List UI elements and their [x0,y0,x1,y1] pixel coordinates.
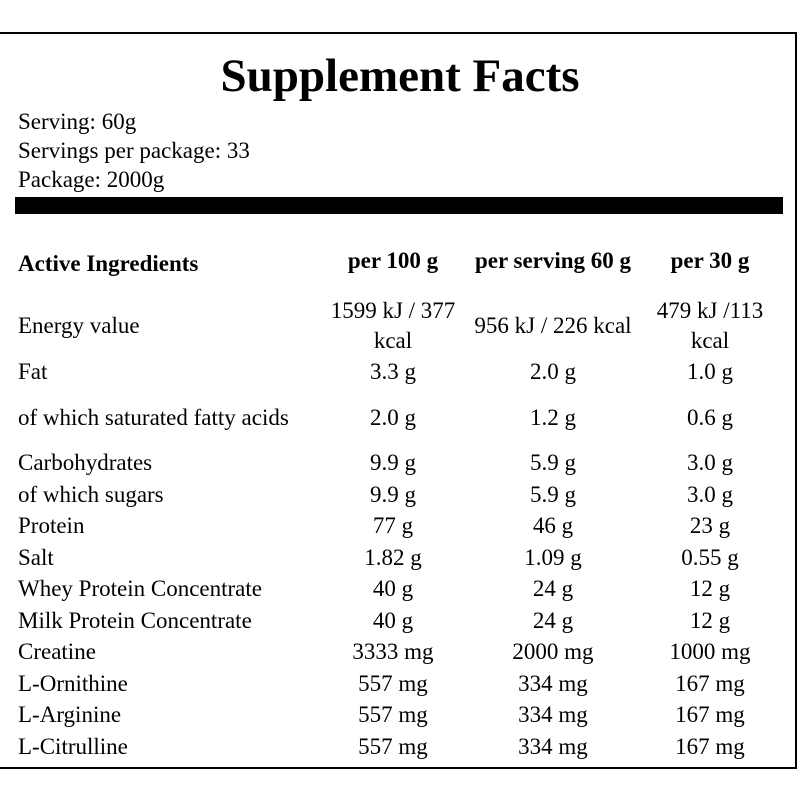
value-per-30g: 1000 mg [669,639,751,665]
table-header-row: Active Ingredients per 100 g per serving… [18,226,782,296]
value-per-serving: 334 mg [518,733,588,759]
value-per-100g: 557 mg [358,670,428,696]
value-per-serving: 24 g [532,576,574,602]
table-row: Energy value 1599 kJ / 377 kcal 956 kJ /… [18,296,782,356]
value-per-30g: 0.6 g [687,404,733,430]
ingredient-name: of which saturated fatty acids [18,404,289,430]
ingredient-name: Carbohydrates [18,450,153,476]
table-row: Fat 3.3 g 2.0 g 1.0 g [18,356,782,388]
value-per-100g: 2.0 g [370,404,416,430]
table-row: Carbohydrates 9.9 g 5.9 g 3.0 g [18,448,782,480]
value-per-serving: 1.2 g [530,404,576,430]
value-per-100g: 9.9 g [370,450,416,476]
column-header-per-100g: per 100 g [347,248,439,273]
ingredient-name: L-Ornithine [18,670,128,696]
table-row: L-Arginine 557 mg 334 mg 167 mg [18,700,782,732]
table-row: of which saturated fatty acids 2.0 g 1.2… [18,388,782,448]
value-per-100g: 557 mg [358,702,428,728]
separator-bar [15,197,783,214]
ingredient-name: L-Citrulline [18,733,128,759]
table-row: Creatine 3333 mg 2000 mg 1000 mg [18,637,782,669]
value-per-100g: 77 g [372,513,414,539]
ingredient-name: Creatine [18,639,96,665]
column-header-ingredient: Active Ingredients [18,251,199,276]
value-per-30g: 3.0 g [687,481,733,507]
label-title: Supplement Facts [220,50,580,102]
nutrition-table: Active Ingredients per 100 g per serving… [18,226,782,763]
value-per-100g: 557 mg [358,733,428,759]
ingredient-name: L-Arginine [18,702,122,728]
table-row: Salt 1.82 g 1.09 g 0.55 g [18,542,782,574]
table-row: Whey Protein Concentrate 40 g 24 g 12 g [18,574,782,606]
value-per-serving: 956 kJ / 226 kcal [474,313,632,338]
column-header-per-serving: per serving 60 g [474,248,632,273]
package-size: Package: 2000g [18,167,165,192]
value-per-30g: 1.0 g [687,358,733,384]
value-per-serving: 334 mg [518,702,588,728]
ingredient-name: Salt [18,544,54,570]
value-per-100g: 1.82 g [364,544,422,570]
value-per-serving: 1.09 g [524,544,582,570]
ingredient-name: Energy value [18,313,140,338]
value-per-serving: 5.9 g [530,450,576,476]
table-row: Milk Protein Concentrate 40 g 24 g 12 g [18,605,782,637]
value-per-30g: 12 g [689,607,731,633]
table-row: of which sugars 9.9 g 5.9 g 3.0 g [18,479,782,511]
value-per-100g: 3.3 g [370,358,416,384]
ingredient-name: of which sugars [18,481,164,507]
value-per-100g: 40 g [372,576,414,602]
value-per-serving: 46 g [532,513,574,539]
value-per-serving: 24 g [532,607,574,633]
value-per-30g: 167 mg [675,702,745,728]
value-per-100g: 1599 kJ / 377 kcal [330,298,456,353]
value-per-serving: 2000 mg [512,639,594,665]
value-per-30g: 12 g [689,576,731,602]
ingredient-name: Fat [18,358,48,384]
ingredient-name: Protein [18,513,85,539]
value-per-100g: 3333 mg [352,639,434,665]
value-per-100g: 40 g [372,607,414,633]
value-per-30g: 3.0 g [687,450,733,476]
ingredient-name: Milk Protein Concentrate [18,607,252,633]
ingredient-name: Whey Protein Concentrate [18,576,262,602]
serving-size: Serving: 60g [18,109,137,134]
value-per-serving: 2.0 g [530,358,576,384]
value-per-100g: 9.9 g [370,481,416,507]
table-row: L-Citrulline 557 mg 334 mg 167 mg [18,731,782,763]
value-per-30g: 167 mg [675,670,745,696]
value-per-30g: 0.55 g [681,544,739,570]
label-frame [0,32,797,769]
servings-per-package: Servings per package: 33 [18,138,250,163]
value-per-30g: 479 kJ /113 kcal [656,298,764,353]
column-header-per-30g: per 30 g [670,248,750,273]
table-row: L-Ornithine 557 mg 334 mg 167 mg [18,668,782,700]
value-per-30g: 167 mg [675,733,745,759]
value-per-serving: 5.9 g [530,481,576,507]
table-row: Protein 77 g 46 g 23 g [18,511,782,543]
value-per-30g: 23 g [689,513,731,539]
value-per-serving: 334 mg [518,670,588,696]
